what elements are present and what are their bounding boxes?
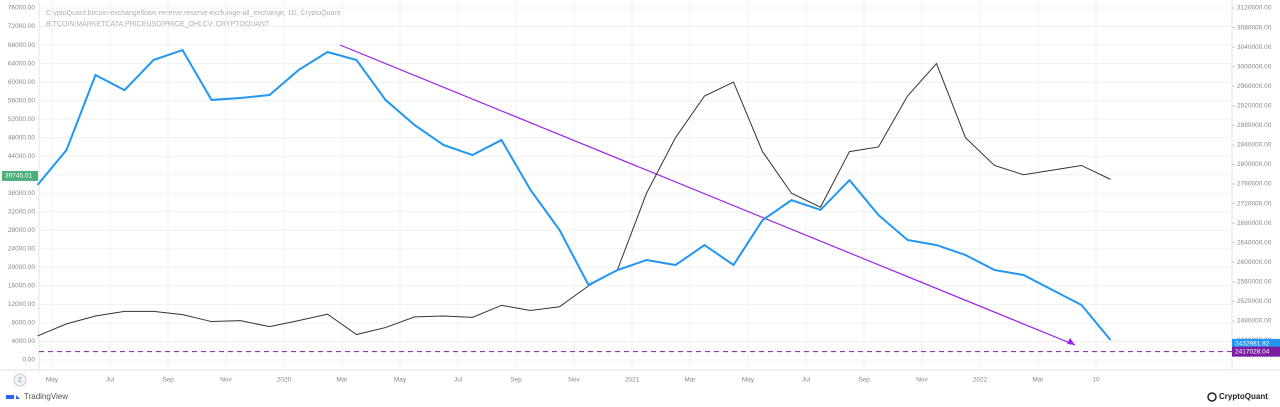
y2-tick-label: 2480000.00 — [1237, 318, 1272, 325]
cryptoquant-label[interactable]: CryptoQuant — [1219, 392, 1268, 401]
chart-subtitle: BITCOIN:MARKETDATA:PRICEUSD/PRICE_OHLCV,… — [46, 21, 270, 28]
y2-tick-label: 2560000.00 — [1237, 278, 1272, 285]
y-tick-label: 68000.00 — [8, 42, 35, 49]
chart-title: CryptoQuant:bitcoin-exchangeflows-reserv… — [46, 10, 340, 17]
x-tick-label: Mar — [336, 377, 348, 384]
y-tick-label: 24000.00 — [8, 246, 35, 253]
y-tick-label: 20000.00 — [8, 264, 35, 271]
y2-tick-label: 3120000.00 — [1237, 5, 1272, 12]
zoom-button-label[interactable]: Z — [18, 377, 22, 384]
y-tick-label: 28000.00 — [8, 227, 35, 234]
y2-tick-label: 2760000.00 — [1237, 181, 1272, 188]
y2-tick-label: 3040000.00 — [1237, 44, 1272, 51]
y-tick-label: 52000.00 — [8, 116, 35, 123]
series-line — [37, 62, 1111, 337]
y-tick-label: 12000.00 — [8, 301, 35, 308]
reserve-marker: 2432981.92 — [1235, 341, 1270, 348]
x-tick-label: May — [742, 377, 755, 384]
y2-tick-label: 2960000.00 — [1237, 83, 1272, 90]
tradingview-logo — [6, 395, 20, 399]
trend-arrow-head — [1067, 338, 1075, 345]
y2-tick-label: 3000000.00 — [1237, 63, 1272, 70]
x-tick-label: Jul — [106, 377, 115, 384]
x-tick-label: Mar — [684, 377, 696, 384]
x-tick-label: Mar — [1032, 377, 1044, 384]
price-marker-bg — [2, 170, 38, 181]
x-tick-label: Jul — [802, 377, 811, 384]
y-tick-label: 4000.00 — [12, 338, 36, 345]
y-tick-label: 16000.00 — [8, 283, 35, 290]
y2-tick-label: 2640000.00 — [1237, 239, 1272, 246]
y2-tick-label: 2840000.00 — [1237, 142, 1272, 149]
x-tick-label: 2020 — [277, 377, 292, 384]
x-tick-label: May — [46, 377, 59, 384]
y-tick-label: 0.00 — [22, 357, 35, 364]
y-tick-label: 76000.00 — [8, 5, 35, 12]
x-tick-label: Sep — [510, 377, 522, 384]
x-tick-label: May — [394, 377, 407, 384]
y-tick-label: 56000.00 — [8, 97, 35, 104]
x-tick-label: Nov — [220, 377, 232, 384]
price-marker: 39745.01 — [5, 173, 32, 180]
y2-tick-label: 2520000.00 — [1237, 298, 1272, 305]
y-tick-label: 44000.00 — [8, 153, 35, 160]
y-tick-label: 48000.00 — [8, 134, 35, 141]
x-tick-label: 10 — [1092, 377, 1100, 384]
y-tick-label: 72000.00 — [8, 23, 35, 30]
y2-tick-label: 2600000.00 — [1237, 259, 1272, 266]
x-tick-label: 2022 — [973, 377, 988, 384]
y-tick-label: 60000.00 — [8, 79, 35, 86]
y2-tick-label: 2920000.00 — [1237, 102, 1272, 109]
y-tick-label: 8000.00 — [12, 320, 36, 327]
y-tick-label: 32000.00 — [8, 209, 35, 216]
x-tick-label: Sep — [162, 377, 174, 384]
y-tick-label: 64000.00 — [8, 60, 35, 67]
y-tick-label: 36000.00 — [8, 190, 35, 197]
x-tick-label: Sep — [858, 377, 870, 384]
cryptoquant-logo — [1207, 392, 1217, 402]
x-tick-label: 2021 — [625, 377, 640, 384]
level-marker: 2417028.04 — [1235, 348, 1270, 355]
trend-arrow — [339, 44, 1076, 346]
y2-tick-label: 2720000.00 — [1237, 200, 1272, 207]
tradingview-label[interactable]: TradingView — [24, 392, 68, 401]
x-tick-label: Jul — [454, 377, 463, 384]
x-tick-label: Nov — [916, 377, 928, 384]
y2-tick-label: 2880000.00 — [1237, 122, 1272, 129]
y2-tick-label: 3080000.00 — [1237, 24, 1272, 31]
reserve-marker-bg — [1232, 338, 1280, 349]
x-tick-label: Nov — [568, 377, 580, 384]
series-line — [36, 48, 1112, 341]
y2-tick-label: 2800000.00 — [1237, 161, 1272, 168]
y2-tick-label: 2680000.00 — [1237, 220, 1272, 227]
level-marker-bg — [1232, 346, 1280, 357]
zoom-button[interactable] — [13, 373, 27, 387]
